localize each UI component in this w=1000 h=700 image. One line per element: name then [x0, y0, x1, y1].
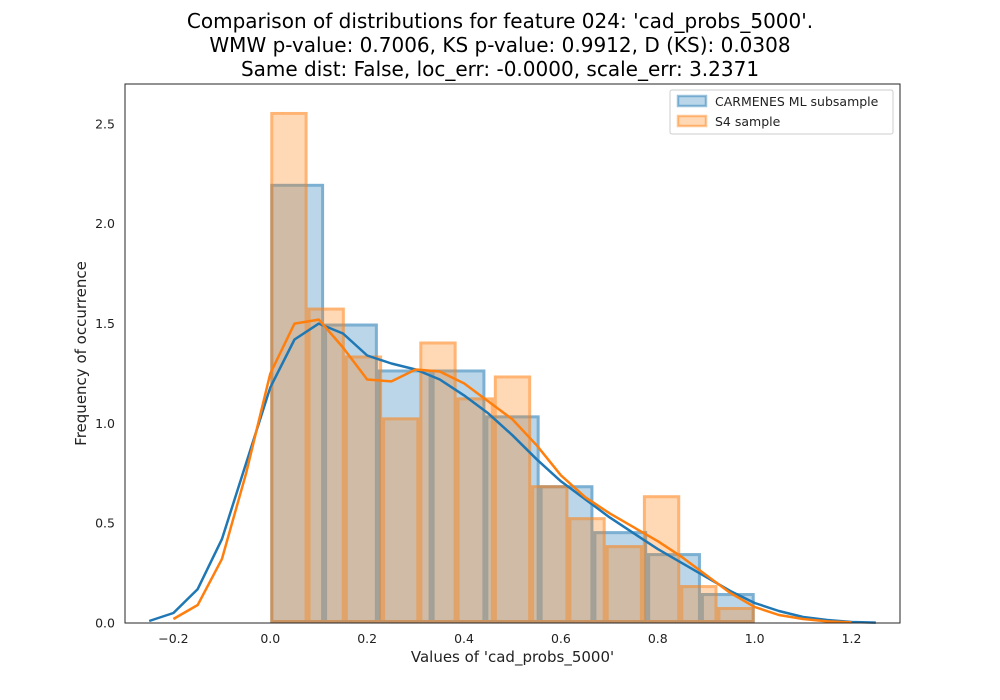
- legend-swatch-s4: [676, 114, 708, 128]
- hist-bar-series-1: [605, 545, 643, 624]
- hist-bar-series-1: [456, 397, 494, 623]
- y-tick-label: 1.5: [95, 316, 115, 331]
- chart-title-line-1: Comparison of distributions for feature …: [186, 9, 814, 33]
- plot-frame: [124, 83, 901, 624]
- x-tick-label: −0.2: [158, 631, 188, 646]
- chart-title-line-2: WMW p-value: 0.7006, KS p-value: 0.9912,…: [209, 33, 791, 57]
- hist-bar-series-0: [593, 531, 648, 623]
- kde-line-series-1: [172, 318, 852, 624]
- hist-bar-series-1: [419, 341, 457, 623]
- hist-bar-series-1: [568, 517, 606, 623]
- x-tick-label: 0.4: [454, 631, 474, 646]
- y-tick-label: 2.0: [95, 216, 115, 231]
- hist-bar-series-0: [270, 183, 325, 623]
- chart-title-line-3: Same dist: False, loc_err: -0.0000, scal…: [240, 57, 760, 81]
- hist-bar-series-1: [493, 375, 532, 623]
- hist-bar-series-1: [344, 355, 383, 623]
- hist-bar-series-1: [270, 111, 308, 623]
- hist-bar-series-0: [647, 553, 701, 624]
- hist-bar-series-1: [717, 607, 755, 623]
- legend-label-carmenes: CARMENES ML subsample: [715, 94, 879, 109]
- y-axis-label: Frequency of occurrence: [72, 261, 90, 446]
- x-axis-label: Values of 'cad_probs_5000': [411, 648, 614, 667]
- hist-bar-series-1: [382, 417, 420, 623]
- hist-fill-series-1: [270, 111, 755, 623]
- hist-bar-series-0: [700, 593, 755, 623]
- hist-bar-series-0: [485, 415, 540, 624]
- y-tick-label: 2.5: [95, 116, 115, 131]
- hist-bar-series-0: [324, 323, 378, 623]
- legend-swatch-carmenes: [676, 94, 708, 108]
- x-tick-label: 0.6: [551, 631, 571, 646]
- hist-bar-series-0: [431, 369, 486, 623]
- hist-bar-series-0: [377, 369, 432, 623]
- hist-bar-series-1: [642, 495, 681, 623]
- x-tick-label: 1.2: [842, 631, 862, 646]
- y-tick-label: 1.0: [95, 416, 115, 431]
- hist-bar-series-1: [680, 585, 718, 624]
- legend-label-s4: S4 sample: [715, 114, 781, 129]
- x-tick-label: 0.2: [357, 631, 377, 646]
- y-tick-label: 0.5: [95, 516, 115, 531]
- kde-line-series-0: [148, 322, 876, 624]
- legend: CARMENES ML subsample S4 sample: [669, 89, 894, 135]
- hist-bar-series-1: [531, 485, 569, 623]
- y-tick-label: 0.0: [95, 616, 115, 631]
- legend-box: [669, 89, 894, 135]
- hist-bar-series-1: [307, 307, 345, 623]
- x-tick-label: 0.8: [648, 631, 668, 646]
- hist-fill-series-0: [270, 183, 755, 623]
- plot-area: −0.2 0.0 0.2 0.4 0.6 0.8 1.0 1.2 0.0 0.5 1.0 1.5 2.0…: [95, 83, 901, 646]
- x-tick-label: 1.0: [745, 631, 765, 646]
- x-tick-label: 0.0: [260, 631, 280, 646]
